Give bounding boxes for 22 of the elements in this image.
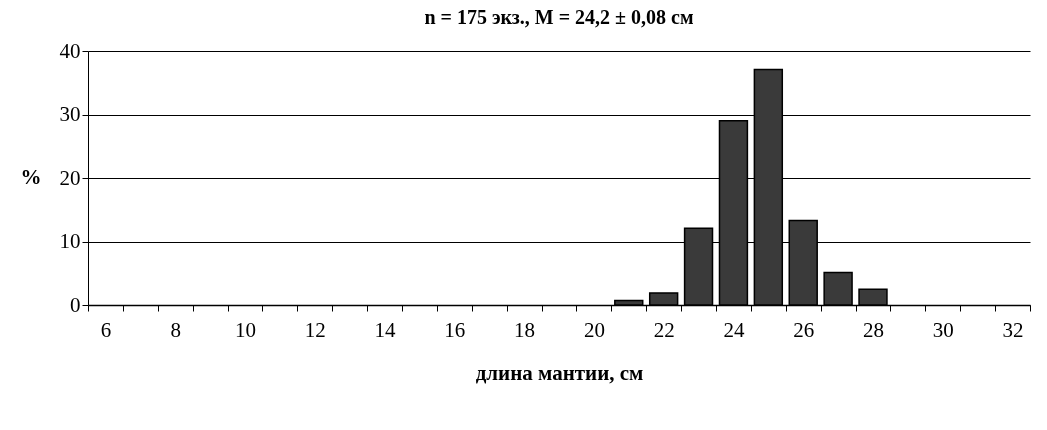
x-tick-label: 30: [932, 317, 954, 342]
x-tick-label: 16: [444, 317, 466, 342]
x-tick-label: 18: [514, 317, 536, 342]
x-tick-label: 10: [235, 317, 256, 342]
y-tick-label: 30: [59, 102, 81, 126]
x-tick-label: 24: [723, 317, 745, 342]
x-tick-label: 26: [793, 317, 815, 342]
y-axis-title: %: [20, 164, 42, 189]
x-tick-label: 20: [583, 317, 605, 342]
x-tick-label: 8: [170, 317, 181, 342]
x-axis-title: длина мантии, см: [475, 360, 644, 385]
y-tick-label: 0: [70, 292, 81, 317]
y-tick-label: 40: [59, 38, 81, 63]
y-tick-label: 10: [59, 229, 81, 253]
x-tick-label: 32: [1002, 317, 1024, 342]
y-tick-label: 20: [59, 165, 81, 190]
chart-title: n = 175 экз., M = 24,2 ± 0,08 см: [424, 6, 694, 28]
x-tick-label: 6: [100, 317, 112, 342]
x-tick-label: 12: [304, 317, 326, 342]
x-tick-label: 28: [863, 317, 884, 342]
x-tick-label: 22: [653, 317, 675, 342]
x-tick-label: 14: [374, 317, 397, 342]
